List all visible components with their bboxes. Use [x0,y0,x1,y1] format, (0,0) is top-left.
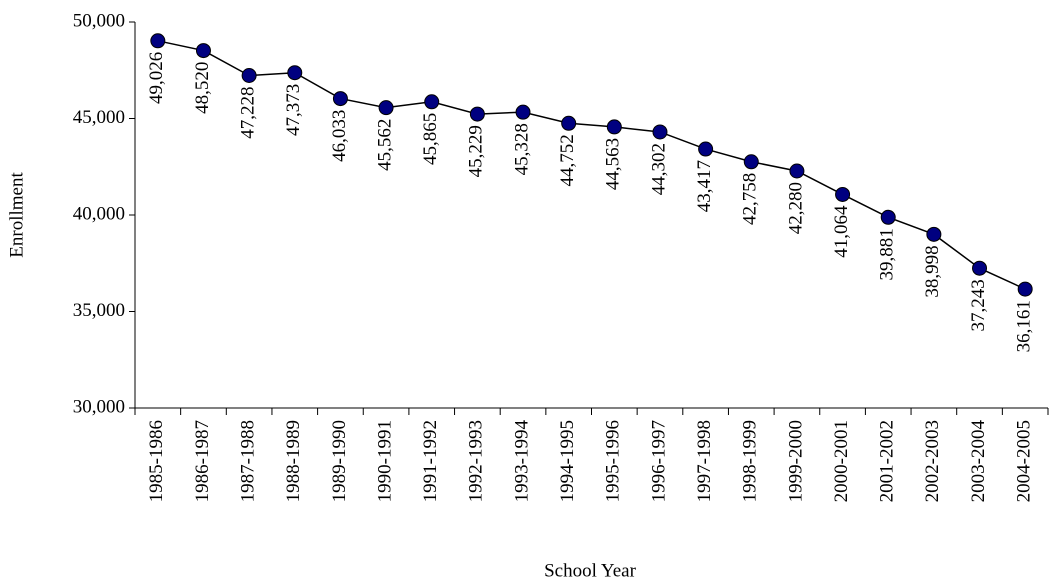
x-tick-label: 1999-2000 [785,420,806,502]
marker [424,94,440,110]
line [157,40,1026,290]
data-label: 45,562 [374,119,395,171]
marker [195,43,211,59]
x-tick-label: 1985-1986 [146,420,167,502]
marker [652,124,668,140]
x-tick-label: 1998-1999 [740,420,761,502]
data-label: 41,064 [831,205,852,258]
x-tick-label: 1995-1996 [603,420,624,502]
marker [241,67,257,83]
x-tick-label: 1997-1998 [694,420,715,502]
x-tick-label: 1991-1992 [420,420,441,502]
y-tick-label: 45,000 [73,107,125,128]
marker [606,119,622,135]
data-label: 48,520 [192,62,213,114]
data-label: 44,752 [557,134,578,186]
data-label: 37,243 [968,279,989,331]
x-tick-label: 2003-2004 [968,420,989,503]
marker [743,154,759,170]
data-label: 49,026 [146,52,167,104]
data-label: 38,998 [922,245,943,297]
x-tick-label: 2004-2005 [1014,420,1035,502]
x-tick-label: 1990-1991 [374,420,395,502]
y-tick-label: 40,000 [73,203,125,224]
data-label: 44,302 [648,143,669,195]
x-tick-label: 1987-1988 [237,420,258,502]
marker [1017,281,1033,297]
marker [972,260,988,276]
x-tick-label: 1992-1993 [466,420,487,502]
marker [926,226,942,242]
data-label: 45,229 [466,125,487,177]
y-tick-label: 35,000 [73,300,125,321]
data-label: 42,280 [785,182,806,234]
y-axis-title: Enrollment [6,172,27,258]
marker [698,141,714,157]
x-tick-label: 1989-1990 [329,420,350,502]
x-tick-label: 1994-1995 [557,420,578,502]
y-tick-label: 30,000 [73,396,125,417]
data-label: 36,161 [1014,300,1035,352]
marker [515,104,531,120]
data-label: 42,758 [740,173,761,225]
x-tick-label: 1993-1994 [511,420,532,503]
x-tick-label: 1988-1989 [283,420,304,502]
x-axis-title: School Year [544,560,637,581]
data-label: 39,881 [877,228,898,280]
data-label: 47,228 [237,86,258,138]
data-label: 46,033 [329,110,350,162]
marker [469,106,485,122]
y-tick-label: 50,000 [73,10,125,31]
x-tick-label: 1996-1997 [648,420,669,502]
data-label: 47,373 [283,84,304,136]
marker [880,209,896,225]
x-tick-label: 2001-2002 [877,420,898,502]
x-tick-label: 2002-2003 [922,420,943,502]
marker [332,91,348,107]
data-label: 43,417 [694,160,715,212]
x-tick-label: 2000-2001 [831,420,852,502]
data-label: 45,865 [420,113,441,165]
x-tick-label: 1986-1987 [192,420,213,502]
marker [561,115,577,131]
marker [150,33,166,49]
marker [789,163,805,179]
marker [378,100,394,116]
data-label: 45,328 [511,123,532,175]
marker [287,65,303,81]
data-label: 44,563 [603,138,624,190]
marker [835,186,851,202]
